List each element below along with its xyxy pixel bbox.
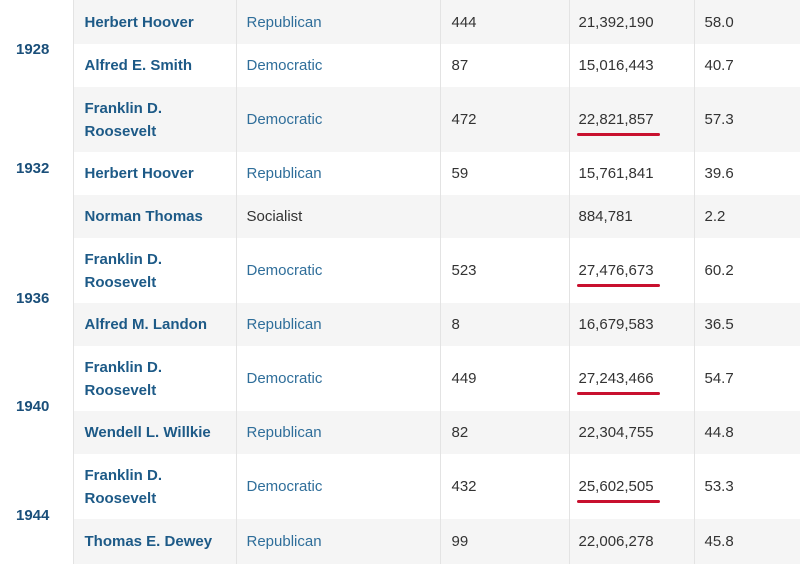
popular-votes: 16,679,583 xyxy=(569,303,695,346)
candidate-link[interactable]: Wendell L. Willkie xyxy=(84,424,211,441)
popular-votes: 22,821,857 xyxy=(578,111,654,128)
electoral-votes xyxy=(440,195,570,238)
table-row: 1940 Franklin D. Roosevelt Democratic 44… xyxy=(0,346,800,454)
table-row: 1928 Herbert Hoover Republican 444 21,39… xyxy=(0,0,800,87)
popular-votes: 22,006,278 xyxy=(569,519,695,564)
popular-votes: 27,243,466 xyxy=(578,370,654,387)
party-link[interactable]: Democratic xyxy=(246,478,323,495)
party-link[interactable]: Republican xyxy=(246,424,322,441)
popular-votes: 15,761,841 xyxy=(569,152,695,195)
table-row: 1944 Franklin D. Roosevelt Democratic 43… xyxy=(0,454,800,564)
election-year: 1936 xyxy=(0,238,74,346)
election-year: 1928 xyxy=(0,0,74,87)
candidate-link[interactable]: Alfred M. Landon xyxy=(84,316,208,333)
party-label: Socialist xyxy=(236,195,441,238)
electoral-votes: 472 xyxy=(440,87,570,152)
electoral-votes: 432 xyxy=(440,454,570,519)
vote-percent: 57.3 xyxy=(694,87,800,152)
party-link[interactable]: Republican xyxy=(246,316,322,333)
table-row: Herbert Hoover Republican 59 15,761,841 … xyxy=(0,152,800,195)
electoral-votes: 523 xyxy=(440,238,570,303)
candidate-link[interactable]: Franklin D. Roosevelt xyxy=(84,99,163,140)
electoral-votes: 444 xyxy=(440,0,570,44)
electoral-votes: 99 xyxy=(440,519,570,564)
candidate-link[interactable]: Thomas E. Dewey xyxy=(84,533,213,550)
electoral-votes: 449 xyxy=(440,346,570,411)
party-link[interactable]: Republican xyxy=(246,533,322,550)
popular-votes: 21,392,190 xyxy=(569,0,695,44)
party-link[interactable]: Republican xyxy=(246,165,322,182)
vote-percent: 36.5 xyxy=(694,303,800,346)
vote-percent: 40.7 xyxy=(694,44,800,87)
table-row: 1936 Franklin D. Roosevelt Democratic 52… xyxy=(0,238,800,346)
table-row: 1932 Franklin D. Roosevelt Democratic 47… xyxy=(0,87,800,238)
red-underline-mark xyxy=(576,133,660,136)
candidate-link[interactable]: Norman Thomas xyxy=(84,208,203,225)
popular-votes: 884,781 xyxy=(569,195,695,238)
red-underline-mark xyxy=(576,500,660,503)
electoral-votes: 59 xyxy=(440,152,570,195)
red-underline-mark xyxy=(576,284,660,287)
popular-votes: 15,016,443 xyxy=(569,44,695,87)
candidate-link[interactable]: Herbert Hoover xyxy=(84,13,194,31)
candidate-link[interactable]: Herbert Hoover xyxy=(84,165,194,182)
vote-percent: 53.3 xyxy=(694,454,800,519)
election-year: 1944 xyxy=(0,454,74,564)
table-row: Wendell L. Willkie Republican 82 22,304,… xyxy=(0,411,800,454)
candidate-link[interactable]: Franklin D. Roosevelt xyxy=(84,358,163,399)
candidate-link[interactable]: Franklin D. Roosevelt xyxy=(84,250,163,291)
vote-percent: 2.2 xyxy=(694,195,800,238)
vote-percent: 39.6 xyxy=(694,152,800,195)
table-row: Thomas E. Dewey Republican 99 22,006,278… xyxy=(0,519,800,564)
party-link[interactable]: Democratic xyxy=(246,370,323,387)
election-year: 1940 xyxy=(0,346,74,454)
party-link[interactable]: Republican xyxy=(246,13,322,31)
popular-votes: 25,602,505 xyxy=(578,478,654,495)
table-row: Alfred M. Landon Republican 8 16,679,583… xyxy=(0,303,800,346)
popular-votes: 27,476,673 xyxy=(578,262,654,279)
vote-percent: 58.0 xyxy=(694,0,800,44)
election-year: 1932 xyxy=(0,87,74,238)
candidate-link[interactable]: Franklin D. Roosevelt xyxy=(84,466,163,507)
electoral-votes: 82 xyxy=(440,411,570,454)
vote-percent: 60.2 xyxy=(694,238,800,303)
vote-percent: 54.7 xyxy=(694,346,800,411)
party-link[interactable]: Democratic xyxy=(246,262,323,279)
vote-percent: 44.8 xyxy=(694,411,800,454)
table-row: Alfred E. Smith Democratic 87 15,016,443… xyxy=(0,44,800,87)
party-link[interactable]: Democratic xyxy=(246,111,323,128)
popular-votes: 22,304,755 xyxy=(569,411,695,454)
electoral-votes: 8 xyxy=(440,303,570,346)
electoral-votes: 87 xyxy=(440,44,570,87)
candidate-link[interactable]: Alfred E. Smith xyxy=(84,57,193,74)
vote-percent: 45.8 xyxy=(694,519,800,564)
red-underline-mark xyxy=(576,392,660,395)
table-row: Norman Thomas Socialist 884,781 2.2 xyxy=(0,195,800,238)
party-link[interactable]: Democratic xyxy=(246,57,323,74)
